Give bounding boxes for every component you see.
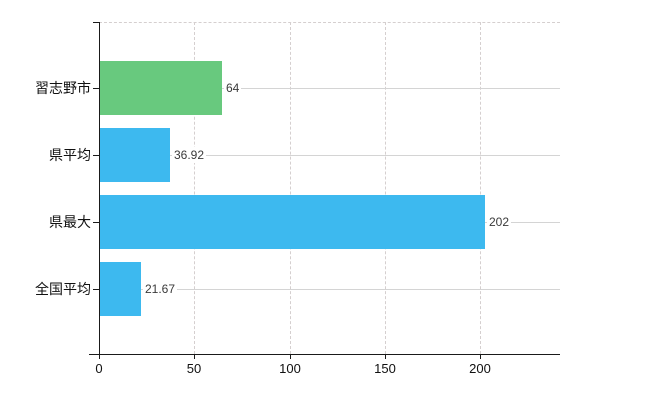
gridline-horizontal [100, 289, 560, 290]
gridline-vertical [290, 22, 291, 354]
gridline-horizontal [100, 155, 560, 156]
category-label: 県最大 [49, 214, 91, 230]
x-tick-label: 200 [469, 361, 491, 376]
gridline-vertical [385, 22, 386, 354]
x-axis-tick [385, 354, 386, 359]
value-label: 64 [224, 80, 242, 96]
y-axis-tick [93, 155, 99, 156]
x-tick-label: 150 [374, 361, 396, 376]
plot-top-border [99, 22, 560, 23]
x-axis-tick [290, 354, 291, 359]
bar [100, 195, 485, 249]
gridline-vertical [194, 22, 195, 354]
x-axis-tick [99, 354, 100, 359]
y-axis-tick [93, 88, 99, 89]
category-label: 県平均 [49, 147, 91, 163]
bar [100, 128, 170, 182]
gridline-horizontal [100, 88, 560, 89]
x-axis-tick [194, 354, 195, 359]
bar [100, 61, 222, 115]
value-label: 36.92 [172, 147, 207, 163]
value-label: 202 [487, 214, 512, 230]
category-label: 全国平均 [35, 281, 91, 297]
category-label: 習志野市 [35, 80, 91, 96]
x-tick-label: 50 [186, 361, 202, 376]
y-axis-tick [93, 222, 99, 223]
plot-area: 64 36.92 202 21.67 [100, 22, 560, 354]
x-tick-label: 0 [95, 361, 103, 376]
x-axis-tick [480, 354, 481, 359]
gridline-vertical [480, 22, 481, 354]
y-axis-tick [93, 289, 99, 290]
x-axis-line [89, 354, 560, 355]
x-tick-label: 100 [279, 361, 301, 376]
y-axis-line [99, 22, 100, 354]
bar [100, 262, 141, 316]
value-label: 21.67 [143, 281, 178, 297]
y-axis-top-tick [93, 22, 99, 23]
